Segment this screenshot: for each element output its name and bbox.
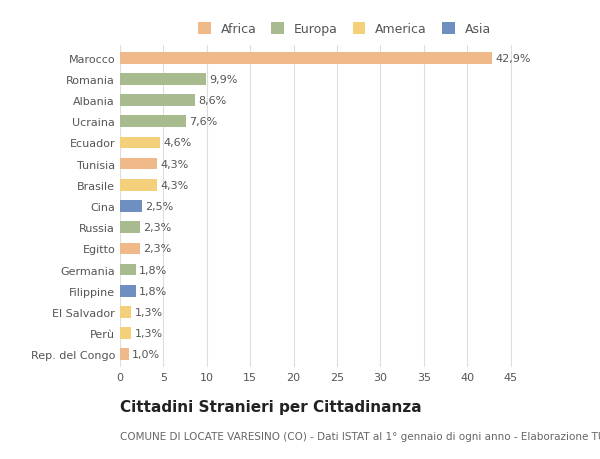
Text: 1,8%: 1,8% — [139, 265, 167, 275]
Text: 9,9%: 9,9% — [209, 75, 238, 85]
Bar — [120, 201, 142, 213]
Text: 2,5%: 2,5% — [145, 202, 173, 212]
Text: 4,3%: 4,3% — [161, 180, 189, 190]
Text: 1,3%: 1,3% — [135, 307, 163, 317]
Text: 42,9%: 42,9% — [496, 54, 532, 64]
Text: COMUNE DI LOCATE VARESINO (CO) - Dati ISTAT al 1° gennaio di ogni anno - Elabora: COMUNE DI LOCATE VARESINO (CO) - Dati IS… — [120, 431, 600, 442]
Text: 8,6%: 8,6% — [198, 96, 226, 106]
Bar — [120, 349, 128, 360]
Bar — [120, 95, 194, 106]
Text: 2,3%: 2,3% — [143, 244, 172, 254]
Bar — [120, 285, 136, 297]
Legend: Africa, Europa, America, Asia: Africa, Europa, America, Asia — [198, 23, 491, 36]
Bar — [120, 328, 131, 339]
Bar — [120, 116, 186, 128]
Bar — [120, 179, 157, 191]
Bar — [120, 307, 131, 318]
Text: 1,3%: 1,3% — [135, 328, 163, 338]
Bar — [120, 158, 157, 170]
Text: 7,6%: 7,6% — [190, 117, 218, 127]
Text: 1,0%: 1,0% — [132, 349, 160, 359]
Bar — [120, 222, 140, 234]
Text: 4,3%: 4,3% — [161, 159, 189, 169]
Bar — [120, 53, 493, 64]
Bar — [120, 74, 206, 85]
Text: 4,6%: 4,6% — [163, 138, 191, 148]
Bar — [120, 264, 136, 276]
Text: 1,8%: 1,8% — [139, 286, 167, 296]
Text: Cittadini Stranieri per Cittadinanza: Cittadini Stranieri per Cittadinanza — [120, 399, 422, 414]
Bar — [120, 243, 140, 255]
Bar — [120, 137, 160, 149]
Text: 2,3%: 2,3% — [143, 223, 172, 233]
